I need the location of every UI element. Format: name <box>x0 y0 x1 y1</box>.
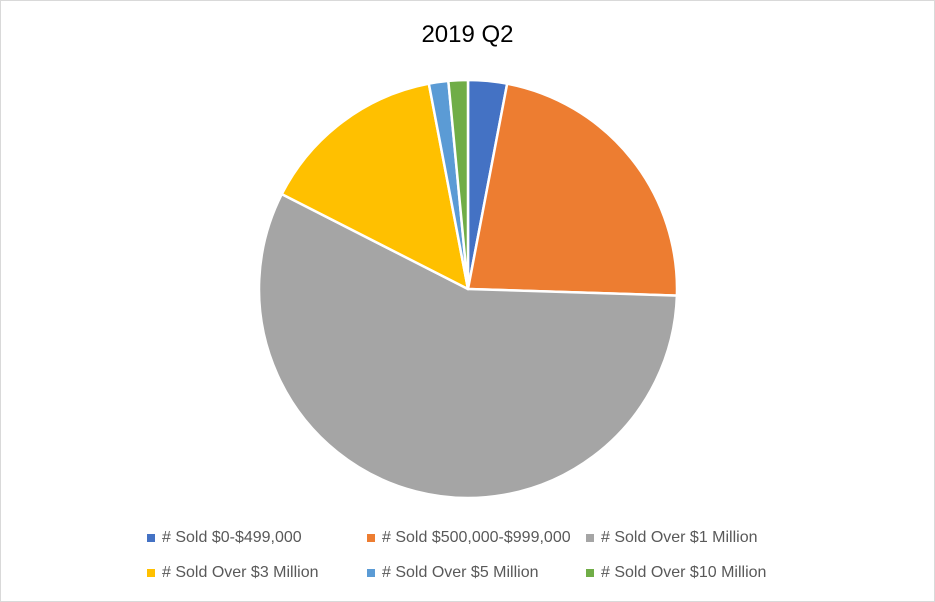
legend-swatch-2 <box>367 534 375 542</box>
legend-item-4: # Sold Over $3 Million <box>147 564 319 582</box>
pie-slice-2 <box>466 82 679 297</box>
legend-label-6: # Sold Over $10 Million <box>601 564 767 581</box>
pie-slice-4 <box>280 82 470 291</box>
legend-item-6: # Sold Over $10 Million <box>586 564 766 582</box>
legend-swatch-5 <box>367 569 375 577</box>
legend-label-2: # Sold $500,000-$999,000 <box>382 529 571 546</box>
legend-label-3: # Sold Over $1 Million <box>601 529 758 546</box>
pie-slice-6 <box>447 78 470 291</box>
legend-label-5: # Sold Over $5 Million <box>382 564 539 581</box>
legend-label-1: # Sold $0-$499,000 <box>162 529 302 546</box>
legend-item-1: # Sold $0-$499,000 <box>147 529 302 547</box>
pie-slice-3 <box>257 192 679 500</box>
legend-swatch-4 <box>147 569 155 577</box>
chart-title: 2019 Q2 <box>421 21 514 48</box>
legend-item-2: # Sold $500,000-$999,000 <box>367 529 571 547</box>
legend-swatch-3 <box>586 534 594 542</box>
legend-swatch-6 <box>586 569 594 577</box>
legend-label-4: # Sold Over $3 Million <box>162 564 319 581</box>
legend-item-3: # Sold Over $1 Million <box>586 529 758 547</box>
legend-swatch-1 <box>147 534 155 542</box>
legend-item-5: # Sold Over $5 Million <box>367 564 539 582</box>
